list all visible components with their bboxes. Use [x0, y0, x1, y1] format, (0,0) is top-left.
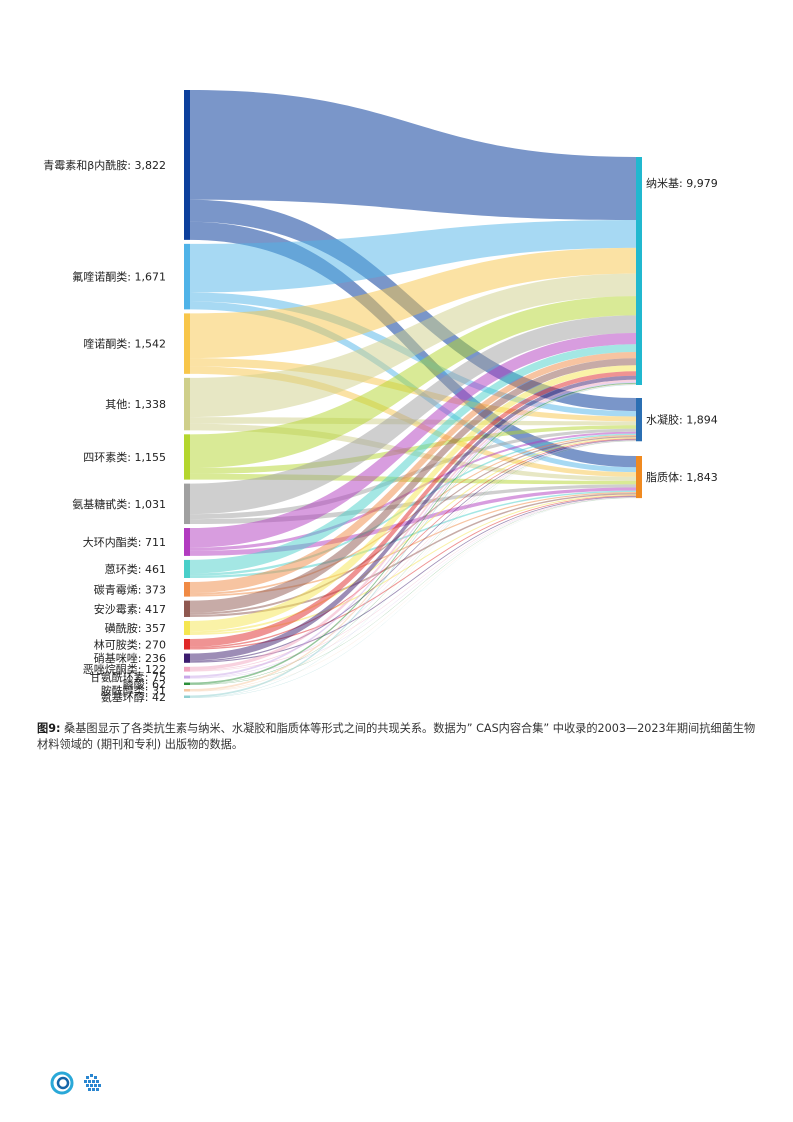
- sankey-link: [190, 431, 636, 551]
- source-node-label: 氨基糖甙类: 1,031: [72, 497, 166, 511]
- source-node-label: 四环素类: 1,155: [83, 450, 166, 464]
- footer-logos: [50, 1071, 101, 1095]
- sankey-link: [190, 344, 636, 574]
- source-node-bar: [184, 620, 190, 635]
- sankey-link: [190, 375, 636, 661]
- sankey-link: [190, 497, 636, 692]
- sankey-chart: 青霉素和β内酰胺: 3,822 氟喹诺酮类: 1,671 喹诺酮类: 1,542 其他…: [43, 90, 718, 704]
- target-nodes: 纳米基: 9,979 水凝胶: 1,894 脂质体: 1,843: [636, 157, 718, 499]
- sankey-link: [190, 371, 636, 647]
- caption-text: 桑基图显示了各类抗生素与纳米、水凝胶和脂质体等形式之间的共现关系。数据为” CA…: [37, 722, 756, 751]
- source-node-label: 喹诺酮类: 1,542: [83, 337, 166, 351]
- source-node-label: 其他: 1,338: [105, 398, 166, 411]
- dot-grid-logo: [84, 1074, 101, 1091]
- sankey-link: [190, 497, 636, 672]
- sankey-link: [190, 440, 636, 679]
- source-node-bar: [184, 638, 190, 650]
- source-node-label: 大环内酯类: 711: [83, 535, 166, 549]
- sankey-link: [190, 384, 636, 698]
- source-node-label: 碳青霉烯: 373: [94, 582, 166, 596]
- source-node-bar: [184, 675, 190, 679]
- sankey-link: [190, 315, 636, 515]
- source-node-label: 氟喹诺酮类: 1,671: [72, 270, 166, 284]
- sankey-link: [190, 433, 636, 576]
- source-node-bar: [184, 313, 190, 374]
- source-node-bar: [184, 483, 190, 525]
- sankey-link: [190, 332, 636, 548]
- source-node-label: 蒽环类: 461: [105, 562, 166, 576]
- source-node-bar: [184, 600, 190, 617]
- source-node-bar: [184, 653, 190, 663]
- source-node-bar: [184, 434, 190, 480]
- sankey-link: [190, 490, 636, 578]
- sankey-link: [190, 497, 636, 679]
- sankey-link: [190, 438, 636, 649]
- sankey-link: [190, 220, 636, 293]
- sankey-link: [190, 247, 636, 359]
- sankey-link: [190, 441, 636, 698]
- sankey-link: [190, 493, 636, 617]
- source-node-bar: [184, 559, 190, 578]
- sankey-link: [190, 439, 636, 662]
- circle-swirl-logo: [50, 1071, 74, 1095]
- source-node-bar: [184, 528, 190, 556]
- target-node-label: 脂质体: 1,843: [646, 470, 718, 484]
- source-node-bar: [184, 243, 190, 310]
- source-node-bar: [184, 689, 190, 692]
- source-node-label: 甘氨酰环素: 75: [90, 670, 166, 684]
- target-node-label: 水凝胶: 1,894: [646, 413, 718, 427]
- source-node-label: 胺酰醇类: 31: [101, 683, 166, 697]
- sankey-link: [190, 487, 636, 556]
- target-node-bar: [636, 456, 642, 499]
- sankey-link: [190, 273, 636, 418]
- sankey-link: [190, 440, 636, 685]
- source-node-label: 恶唑烷酮类: 122: [83, 662, 166, 676]
- source-node-bar: [184, 581, 190, 597]
- source-node-bar: [184, 682, 190, 686]
- sankey-link: [190, 90, 636, 221]
- source-nodes: 青霉素和β内酰胺: 3,822 氟喹诺酮类: 1,671 喹诺酮类: 1,542 其他…: [43, 90, 190, 704]
- sankey-link: [190, 352, 636, 593]
- sankey-link: [190, 496, 636, 663]
- source-node-bar: [184, 90, 190, 240]
- sankey-link: [190, 358, 636, 613]
- sankey-link: [190, 382, 636, 685]
- sankey-links: [190, 90, 636, 698]
- source-node-label: 氨基环醇: 42: [101, 690, 166, 704]
- source-node-bar: [184, 377, 190, 431]
- figure-caption: 图9: 桑基图显示了各类抗生素与纳米、水凝胶和脂质体等形式之间的共现关系。数据为…: [37, 721, 757, 753]
- sankey-link: [190, 365, 636, 632]
- sankey-link: [190, 495, 636, 650]
- target-node-bar: [636, 398, 642, 442]
- sankey-link: [190, 425, 636, 474]
- source-node-bar: [184, 695, 190, 698]
- target-node-bar: [636, 157, 642, 385]
- sankey-link: [190, 381, 636, 678]
- sankey-link: [190, 494, 636, 635]
- source-node-label: 林可胺类: 270: [94, 637, 166, 651]
- sankey-link: [190, 440, 636, 671]
- sankey-link: [190, 379, 636, 671]
- sankey-link: [190, 296, 636, 469]
- target-node-label: 纳米基: 9,979: [646, 177, 718, 190]
- sankey-link: [190, 441, 636, 692]
- source-node-label: 磺酰胺: 357: [105, 621, 166, 635]
- source-node-label: 硝基咪唑: 236: [94, 652, 166, 665]
- source-node-label: 青霉素和β内酰胺: 3,822: [43, 158, 166, 172]
- sankey-link: [190, 492, 636, 597]
- caption-label: 图9:: [37, 722, 61, 735]
- source-node-label: 安沙霉素: 417: [94, 602, 166, 616]
- source-node-bar: [184, 666, 190, 672]
- sankey-link: [190, 437, 636, 634]
- sankey-link: [190, 497, 636, 698]
- sankey-link: [190, 383, 636, 691]
- sankey-link: [190, 497, 636, 686]
- source-node-label: 膦酸: 62: [123, 677, 166, 691]
